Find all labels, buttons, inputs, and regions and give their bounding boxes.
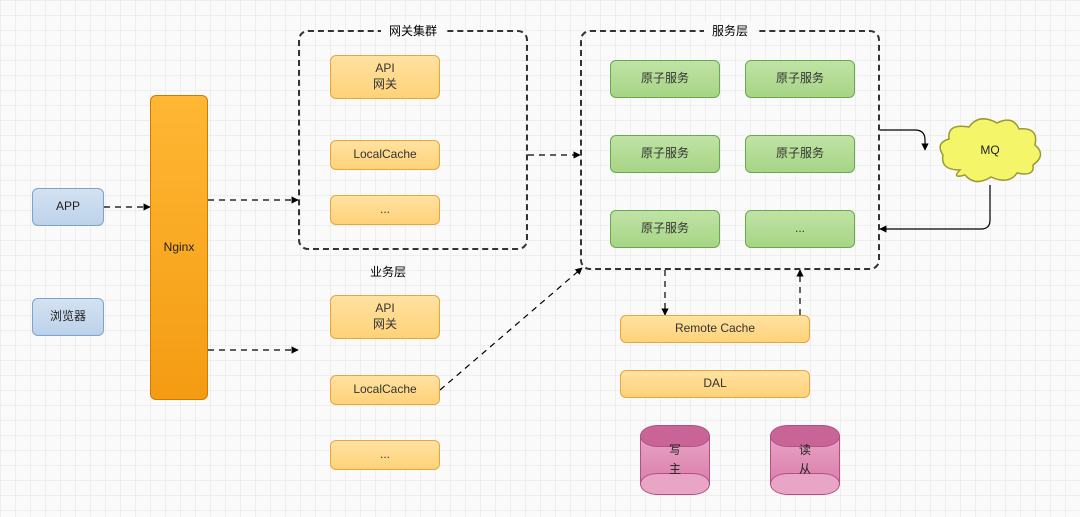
node-biz_api: API 网关 [330, 295, 440, 339]
node-app: APP [32, 188, 104, 226]
cyl-top-label: 写 [669, 441, 681, 460]
cylinder-db-read: 读从 [770, 425, 840, 495]
business-layer-title: 业务层 [370, 263, 406, 280]
node-nginx: Nginx [150, 95, 208, 400]
node-svc_5: 原子服务 [610, 210, 720, 248]
node-browser: 浏览器 [32, 298, 104, 336]
node-svc_6: ... [745, 210, 855, 248]
node-biz_more: ... [330, 440, 440, 470]
edge-e8 [880, 130, 925, 150]
node-svc_2: 原子服务 [745, 60, 855, 98]
node-svc_4: 原子服务 [745, 135, 855, 173]
node-svc_3: 原子服务 [610, 135, 720, 173]
cloud-label: MQ [935, 115, 1045, 185]
cyl-bottom-label: 从 [799, 460, 811, 479]
container-title: 服务层 [704, 22, 756, 39]
node-gw_localcache: LocalCache [330, 140, 440, 170]
edge-e5 [440, 268, 582, 390]
node-mq: MQ [935, 115, 1045, 185]
node-remote_cache: Remote Cache [620, 315, 810, 343]
cyl-top-label: 读 [799, 441, 811, 460]
cylinder-db-write: 写主 [640, 425, 710, 495]
node-svc_1: 原子服务 [610, 60, 720, 98]
container-title: 网关集群 [381, 22, 445, 39]
node-dal: DAL [620, 370, 810, 398]
node-gw_api: API 网关 [330, 55, 440, 99]
cyl-bottom-label: 主 [669, 460, 681, 479]
edge-e9 [880, 185, 990, 229]
node-biz_localcache: LocalCache [330, 375, 440, 405]
node-gw_more: ... [330, 195, 440, 225]
